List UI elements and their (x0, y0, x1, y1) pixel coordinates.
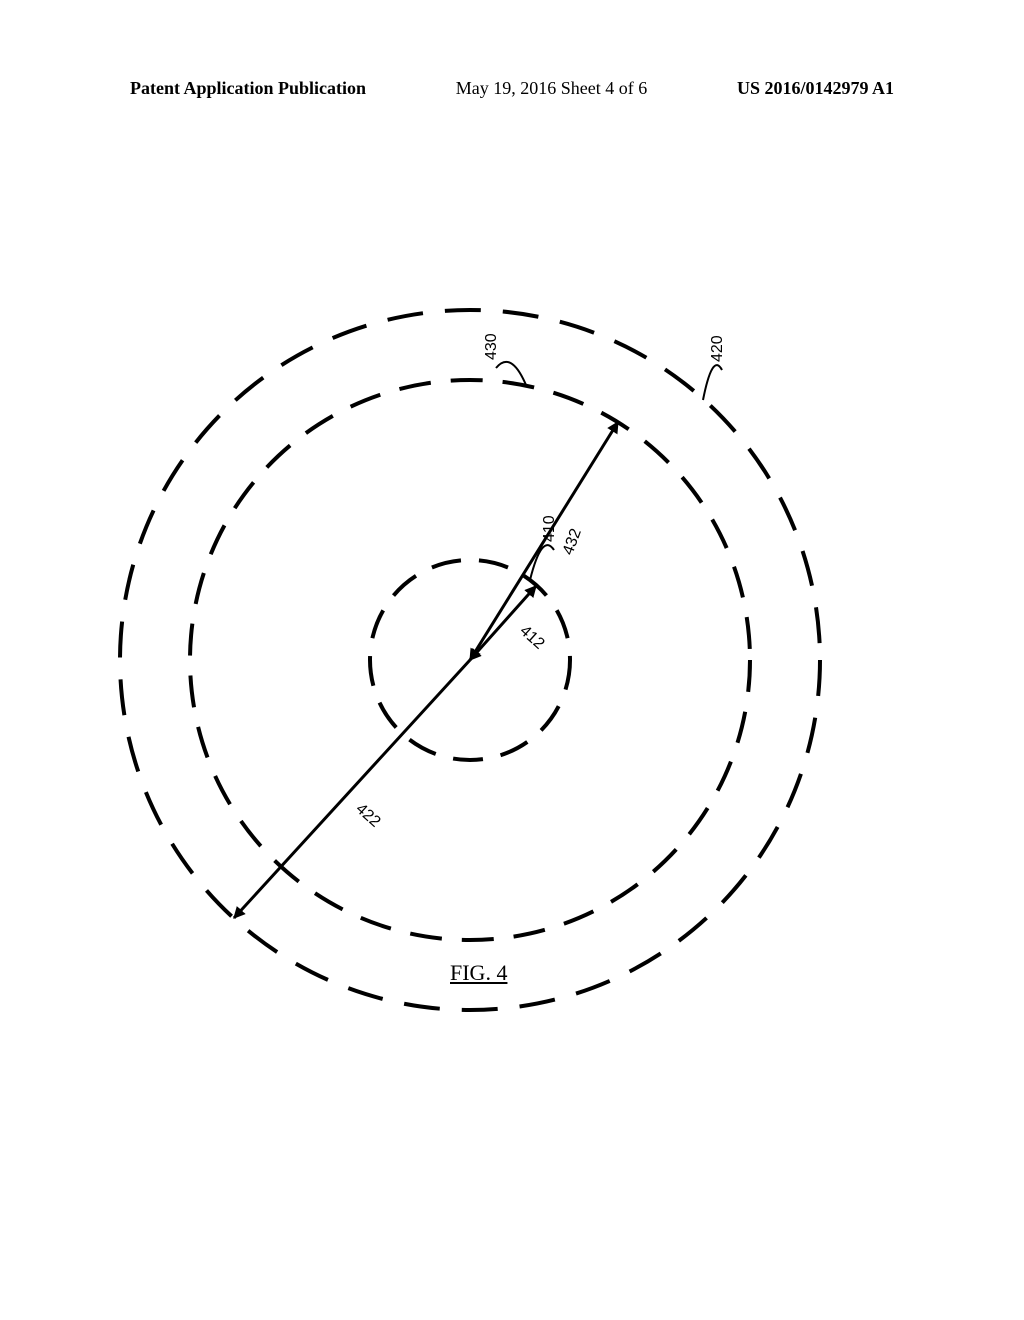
label-radius-r_inner: 412 (516, 622, 547, 653)
figure-caption: FIG. 4 (450, 960, 507, 986)
label-radius-r_outer: 422 (352, 800, 383, 831)
label-circle-outer: 420 (709, 335, 726, 362)
leader-outer (703, 365, 722, 400)
header-left: Patent Application Publication (130, 78, 366, 99)
page: Patent Application Publication May 19, 2… (0, 0, 1024, 1320)
label-radius-r_middle: 432 (560, 526, 585, 557)
header-mid: May 19, 2016 Sheet 4 of 6 (456, 78, 647, 99)
label-circle-middle: 430 (483, 333, 500, 360)
header-right: US 2016/0142979 A1 (737, 78, 894, 99)
label-circle-inner: 410 (541, 515, 558, 542)
leader-inner (530, 545, 554, 580)
radius-r_outer (234, 660, 470, 918)
figure-4-diagram: 420 430 410 412 422 432 (100, 300, 840, 1040)
page-header: Patent Application Publication May 19, 2… (0, 78, 1024, 99)
